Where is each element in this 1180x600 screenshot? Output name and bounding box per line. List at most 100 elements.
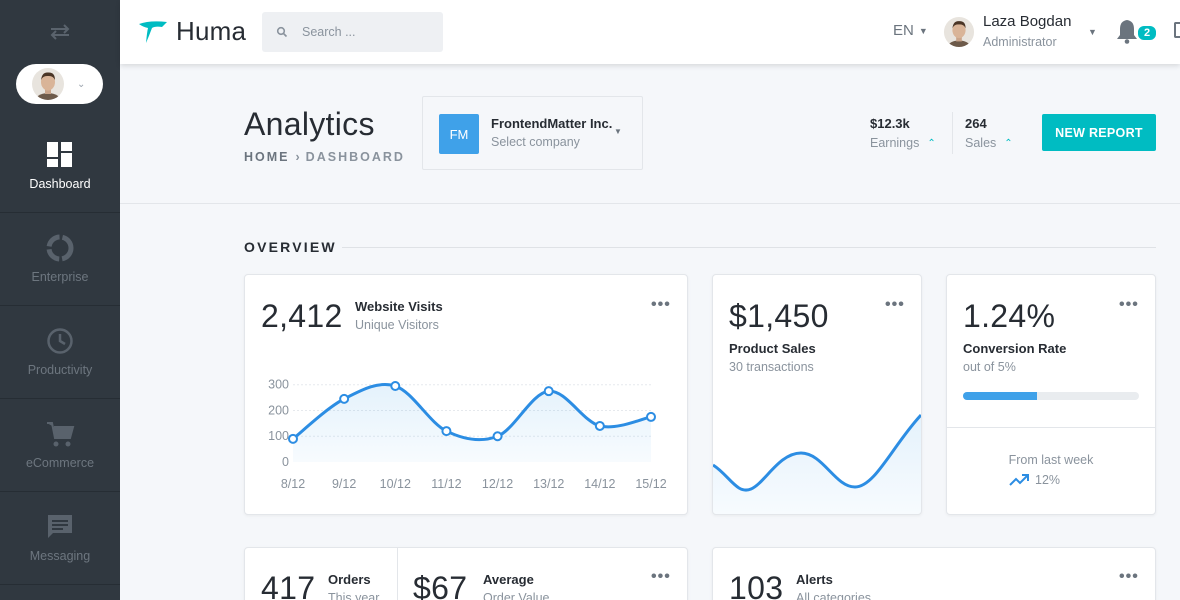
alerts-card: 103 Alerts All categories ••• [712, 547, 1156, 600]
search-input[interactable]: Search ... [262, 12, 443, 52]
earnings-value: $12.3k [870, 116, 910, 131]
more-options-icon[interactable]: ••• [1119, 568, 1139, 585]
enterprise-icon [46, 234, 74, 262]
visits-title: Website Visits [355, 299, 443, 314]
y-tick-label: 200 [268, 403, 289, 417]
trend: 12% [1009, 473, 1060, 487]
language-selector[interactable]: EN ▼ [893, 22, 928, 39]
product-sales-card: $1,450 Product Sales 30 transactions ••• [712, 274, 922, 515]
sidebar-item-label: Dashboard [29, 177, 91, 191]
section-title: OVERVIEW [244, 239, 337, 255]
breadcrumb: HOME › DASHBOARD [244, 150, 405, 164]
conversion-rate-card: 1.24% Conversion Rate out of 5% ••• From… [946, 274, 1156, 515]
average-value: $67 [413, 570, 468, 600]
x-tick-label: 15/12 [635, 477, 666, 491]
conversion-value: 1.24% [963, 298, 1056, 334]
divider [342, 247, 1156, 248]
alerts-title: Alerts [796, 572, 833, 587]
user-role: Administrator [983, 35, 1057, 49]
page-header: Analytics HOME › DASHBOARD FM FrontendMa… [120, 64, 1180, 204]
message-icon [46, 513, 74, 541]
clock-icon [46, 327, 74, 355]
sidebar-item-label: Enterprise [31, 270, 89, 284]
sidebar-item-label: Messaging [29, 549, 91, 563]
sidebar-item-dashboard[interactable]: Dashboard [0, 120, 120, 213]
orders-title: Orders [328, 572, 371, 587]
sidebar-item-label: eCommerce [25, 456, 95, 470]
chevron-down-icon: ⌄ [77, 78, 86, 90]
sales-card-value: $1,450 [729, 298, 829, 334]
company-name: FrontendMatter Inc. [491, 116, 613, 131]
user-avatar[interactable] [943, 16, 975, 53]
y-tick-label: 0 [282, 455, 289, 469]
x-tick-label: 8/12 [281, 477, 305, 491]
search-icon [276, 26, 288, 38]
sidebar-user-menu[interactable]: ⌄ [16, 64, 103, 104]
earnings-stat: $12.3k Earnings ⌃ [870, 116, 936, 150]
series-area [293, 384, 651, 462]
visits-value: 2,412 [261, 298, 343, 334]
earnings-label: Earnings [870, 136, 920, 150]
bell-icon [1117, 20, 1137, 44]
app-name: Huma [176, 16, 247, 46]
chevron-right-icon: › [295, 150, 300, 164]
notification-badge: 2 [1136, 24, 1159, 42]
data-point [390, 381, 401, 392]
x-tick-label: 10/12 [380, 477, 411, 491]
sidebar-nav: Dashboard Enterprise Productivity eComme… [0, 120, 120, 585]
x-tick-label: 13/12 [533, 477, 564, 491]
sidebar: ⌄ Dashboard Enterprise Productivity eCom… [0, 0, 120, 600]
more-options-icon[interactable]: ••• [1119, 296, 1139, 313]
more-options-icon[interactable]: ••• [885, 296, 905, 313]
divider [397, 548, 398, 600]
sales-card-subtitle: 30 transactions [729, 360, 814, 374]
calendar-icon[interactable] [1174, 22, 1180, 38]
trend-value: 12% [1035, 473, 1061, 487]
more-options-icon[interactable]: ••• [651, 568, 671, 585]
sales-card-title: Product Sales [729, 341, 816, 356]
website-visits-card: 2,412 Website Visits Unique Visitors •••… [244, 274, 688, 515]
divider [947, 427, 1155, 428]
sidebar-item-ecommerce[interactable]: eCommerce [0, 399, 120, 492]
data-point [288, 433, 298, 444]
sidebar-item-enterprise[interactable]: Enterprise [0, 213, 120, 306]
sidebar-item-messaging[interactable]: Messaging [0, 492, 120, 585]
orders-value: 417 [261, 570, 316, 600]
data-point [339, 393, 350, 404]
page-title: Analytics [244, 106, 375, 142]
x-tick-label: 9/12 [332, 477, 356, 491]
more-options-icon[interactable]: ••• [651, 296, 671, 313]
sidebar-item-productivity[interactable]: Productivity [0, 306, 120, 399]
company-selector[interactable]: FM FrontendMatter Inc. Select company ▼ [422, 96, 643, 170]
sidebar-toggle-button[interactable] [0, 0, 120, 64]
x-tick-label: 11/12 [431, 477, 461, 491]
x-tick-label: 12/12 [482, 477, 513, 491]
sales-label: Sales [965, 136, 997, 150]
data-point [441, 426, 452, 437]
sales-sparkline [713, 413, 921, 514]
breadcrumb-home[interactable]: HOME [244, 150, 290, 164]
cart-icon [45, 420, 75, 448]
huma-logo-icon [139, 20, 167, 43]
avatar [32, 68, 64, 100]
data-point [543, 386, 554, 397]
conversion-subtitle: out of 5% [963, 360, 1016, 374]
orders-subtitle: This year [328, 591, 380, 600]
dashboard-icon [47, 141, 73, 169]
y-tick-label: 300 [268, 378, 289, 392]
data-point [594, 420, 605, 431]
caret-down-icon[interactable]: ▼ [1088, 27, 1097, 37]
brand-logo[interactable]: Huma [138, 16, 246, 47]
user-name: Laza Bogdan [983, 13, 1072, 30]
caret-down-icon: ▼ [614, 127, 622, 136]
visits-subtitle: Unique Visitors [355, 318, 439, 332]
conversion-title: Conversion Rate [963, 341, 1067, 356]
notifications-button[interactable] [1116, 18, 1138, 49]
average-subtitle: Order Value [483, 591, 550, 600]
alerts-subtitle: All categories [796, 591, 872, 600]
new-report-button[interactable]: NEW REPORT [1042, 114, 1156, 151]
y-tick-label: 100 [268, 429, 289, 443]
user-menu[interactable]: Laza Bogdan Administrator [983, 13, 1071, 49]
company-hint: Select company [491, 135, 580, 149]
trending-up-icon [1009, 474, 1029, 486]
